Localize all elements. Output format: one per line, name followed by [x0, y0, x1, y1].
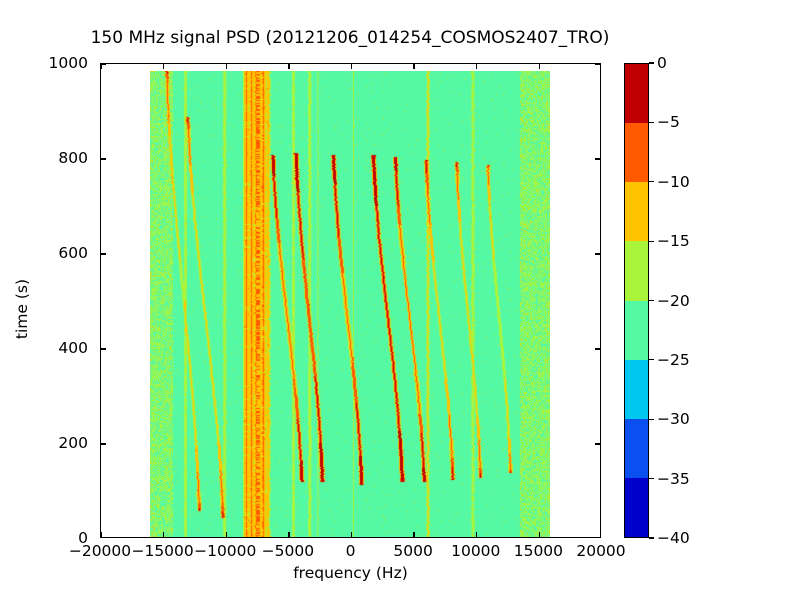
colorbar: [624, 63, 649, 538]
y-axis-title: time (s): [13, 278, 31, 340]
x-tick: [225, 532, 227, 537]
colorbar-tick: [649, 537, 654, 539]
colorbar-tick-label: 0: [657, 54, 667, 72]
x-tick: [538, 64, 541, 69]
x-tick: [350, 64, 353, 69]
colorbar-tick: [649, 181, 654, 183]
colorbar-segment: [625, 182, 648, 242]
colorbar-tick-label: −15: [657, 232, 690, 251]
colorbar-segment: [625, 418, 648, 478]
x-tick-label: −5000: [261, 542, 315, 560]
colorbar-tick-label: −10: [657, 172, 690, 191]
x-tick-label: −15000: [131, 542, 194, 560]
x-tick: [413, 64, 415, 69]
x-tick: [101, 64, 102, 69]
plot-clip-region: [101, 64, 600, 537]
colorbar-tick: [649, 478, 654, 480]
colorbar-tick-label: −40: [657, 529, 690, 547]
x-tick-label: 15000: [513, 542, 564, 560]
colorbar-segment: [625, 123, 648, 183]
x-tick: [413, 532, 415, 537]
x-tick: [350, 532, 353, 537]
colorbar-segment: [625, 359, 648, 419]
colorbar-tick-label: −20: [657, 291, 690, 310]
plot-axes-frame: [100, 63, 601, 538]
x-tick-label: −20000: [68, 542, 132, 560]
colorbar-tick: [649, 359, 654, 361]
y-tick: [595, 443, 600, 445]
x-tick-label: 5000: [393, 542, 433, 560]
x-tick: [538, 532, 541, 537]
y-tick-label: 1000: [48, 54, 88, 72]
y-tick-label: 600: [58, 244, 88, 262]
y-tick-label: 0: [78, 529, 88, 547]
y-tick: [595, 348, 600, 350]
colorbar-tick: [649, 240, 654, 242]
x-axis-title: frequency (Hz): [293, 564, 408, 582]
y-tick: [101, 64, 106, 65]
y-tick: [101, 158, 106, 160]
colorbar-tick: [649, 62, 654, 64]
y-tick: [101, 253, 106, 255]
colorbar-tick: [649, 121, 654, 123]
spectrogram-canvas: [150, 71, 550, 537]
x-tick-label: 10000: [451, 542, 501, 560]
colorbar-tick: [649, 299, 654, 302]
y-tick-label: 400: [58, 339, 88, 357]
x-tick: [225, 64, 227, 69]
colorbar-tick-label: −25: [657, 350, 690, 369]
y-tick: [595, 158, 600, 160]
colorbar-segment: [625, 300, 648, 360]
y-tick: [101, 348, 106, 350]
y-tick-label: 800: [58, 149, 88, 167]
x-tick-label: −10000: [194, 542, 257, 560]
x-tick: [476, 64, 478, 69]
x-tick: [288, 64, 290, 69]
x-tick: [101, 532, 102, 537]
colorbar-tick-label: −5: [657, 113, 680, 132]
colorbar-tick-label: −35: [657, 469, 690, 488]
colorbar-tick-label: −30: [657, 410, 690, 429]
y-tick-label: 200: [58, 434, 88, 452]
y-tick: [595, 64, 600, 65]
colorbar-tick: [649, 418, 654, 420]
y-tick: [101, 443, 106, 445]
x-tick-label: 20000: [576, 542, 626, 560]
x-tick: [162, 532, 165, 537]
spectrogram-image: [150, 71, 550, 537]
colorbar-segment: [625, 64, 648, 124]
colorbar-segment: [625, 477, 648, 537]
x-tick-label: 0: [345, 542, 356, 560]
x-tick: [288, 532, 290, 537]
y-tick: [595, 253, 600, 255]
colorbar-segment: [625, 241, 648, 301]
x-tick: [162, 64, 165, 69]
x-tick: [476, 532, 478, 537]
chart-title: 150 MHz signal PSD (20121206_014254_COSM…: [90, 28, 610, 48]
